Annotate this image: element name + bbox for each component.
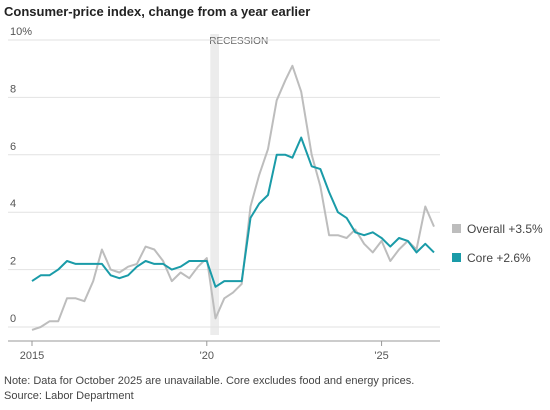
legend-swatch	[452, 253, 461, 262]
note: Note: Data for October 2025 are unavaila…	[4, 375, 414, 387]
chart-title: Consumer-price index, change from a year…	[4, 4, 310, 19]
y-tick-label: 4	[10, 198, 16, 210]
y-tick-label: 0	[10, 313, 16, 325]
legend-label: Overall +3.5%	[467, 222, 543, 236]
y-tick-label: 6	[10, 141, 16, 153]
y-tick-label: 2	[10, 256, 16, 268]
recession-band	[210, 34, 220, 335]
y-tick-label: 10%	[10, 26, 32, 38]
y-tick-label: 8	[10, 83, 16, 95]
series-line	[31, 136, 435, 288]
x-tick-label: 2015	[20, 350, 44, 362]
legend-swatch	[452, 224, 461, 233]
source: Source: Labor Department	[4, 390, 134, 402]
recession-label: RECESSION	[209, 36, 268, 47]
series-line	[31, 64, 435, 331]
x-tick-label: '25	[374, 350, 388, 362]
legend-label: Core +2.6%	[467, 251, 531, 265]
x-tick-label: '20	[200, 350, 214, 362]
